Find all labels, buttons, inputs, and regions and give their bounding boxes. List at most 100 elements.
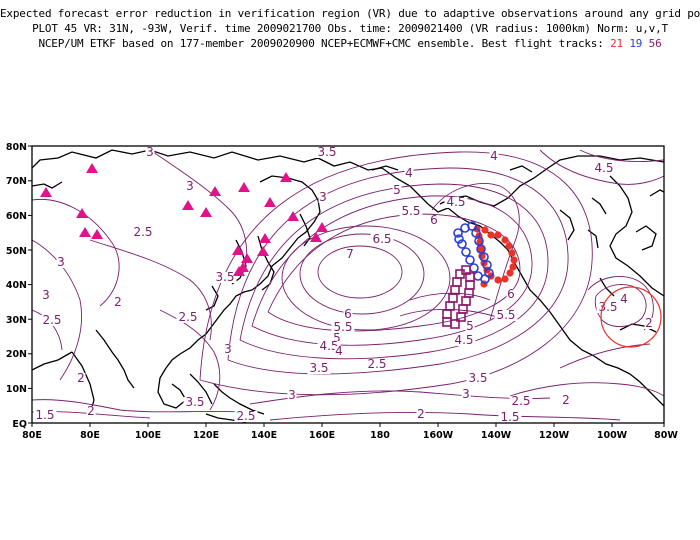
triangle-marker	[86, 163, 98, 173]
triangle-marker	[264, 197, 276, 207]
contour-label-bg	[561, 395, 571, 406]
contour-label-bg	[644, 318, 654, 329]
contour-label: 3	[57, 255, 65, 269]
triangle-marker	[316, 222, 328, 232]
contour-label-bg	[461, 389, 471, 400]
contour-label: 4.5	[319, 339, 338, 353]
contour-label-bg	[317, 341, 341, 352]
contour-label: 2	[562, 393, 570, 407]
contour-label-bg	[287, 390, 297, 401]
track-56-label: 56	[648, 37, 662, 50]
x-tick-label: 80W	[654, 430, 678, 441]
triangle-marker	[287, 211, 299, 221]
contour-label: 3	[319, 190, 327, 204]
x-tick-label: 100E	[135, 430, 161, 441]
contour-label-bg	[509, 396, 533, 407]
triangle-marker	[310, 232, 322, 242]
triangle-marker	[40, 187, 52, 197]
contour-label-bg	[506, 289, 516, 300]
contour-label-bg	[113, 297, 123, 308]
contour-label: 5	[466, 319, 474, 333]
contour-label: 3	[42, 288, 50, 302]
contour-label-bg	[429, 215, 439, 226]
triangle-marker	[91, 229, 103, 239]
x-tick-label: 140W	[481, 430, 512, 441]
contour-label-bg	[76, 373, 86, 384]
contour-label-bg	[185, 181, 195, 192]
contour-label-bg	[498, 412, 522, 423]
contour-label-bg	[392, 185, 402, 196]
tick-marks	[28, 145, 665, 427]
contour-label: 2.5	[511, 394, 530, 408]
contour-label: 5.5	[401, 204, 420, 218]
map-title-line-2: PLOT 45 VR: 31N, -93W, Verif. time 20090…	[32, 22, 668, 35]
contour-label: 7	[346, 247, 354, 261]
contour-label: 2	[77, 371, 85, 385]
y-axis-labels: EQ 10N 20N 30N 40N 50N 60N 70N 80N	[6, 142, 27, 430]
contour-label: 2.5	[178, 310, 197, 324]
contour-label-bg	[343, 309, 353, 320]
contour-label: 4	[620, 292, 628, 306]
contour-label-bg	[332, 333, 342, 344]
contour-label-bg	[183, 397, 207, 408]
contour-label-bg	[345, 249, 355, 260]
flight-track-19	[453, 221, 494, 284]
contour-label-bg	[416, 409, 426, 420]
contour-label-bg	[596, 302, 620, 313]
contour-label-bg	[56, 257, 66, 268]
triangle-marker	[238, 182, 250, 192]
contour-label-bg	[331, 322, 355, 333]
x-tick-label: 120W	[539, 430, 570, 441]
x-tick-label: 100W	[597, 430, 628, 441]
contour-label-bg	[315, 147, 339, 158]
contour-label-bg	[489, 151, 499, 162]
flight-track-56	[442, 265, 475, 329]
triangle-marker	[182, 200, 194, 210]
contour-label: 3.5	[598, 300, 617, 314]
map-title-line-3: NCEP/UM ETKF based on 177-member 2009020…	[0, 36, 700, 51]
y-tick-label: 50N	[6, 246, 27, 257]
contour-label: 4.5	[454, 333, 473, 347]
contour-label: 6	[430, 213, 438, 227]
contour-label: 6	[507, 287, 515, 301]
contour-label: 2	[114, 295, 122, 309]
contour-label: 3	[146, 145, 154, 159]
y-tick-label: 10N	[6, 384, 27, 395]
contour-label: 2.5	[133, 225, 152, 239]
contour-label: 3	[224, 342, 232, 356]
y-tick-label: 30N	[6, 315, 27, 326]
x-tick-label: 180	[370, 430, 390, 441]
contour-label-bg	[592, 163, 616, 174]
contour-label-bg	[452, 335, 476, 346]
contour-label-bg	[40, 315, 64, 326]
x-axis-labels: 80E 80E 100E 120E 140E 160E 180 160W 140…	[22, 430, 678, 441]
triangle-marker	[241, 253, 253, 263]
y-tick-label: 40N	[6, 280, 27, 291]
contour-label: 4	[405, 166, 413, 180]
contour-label-bg	[466, 373, 490, 384]
triangle-marker	[76, 208, 88, 218]
triangle-marker	[200, 207, 212, 217]
contour-label-bg	[223, 344, 233, 355]
contour-label-bg	[334, 346, 344, 357]
contour-label-bg	[33, 410, 57, 421]
contour-label: 3.5	[185, 395, 204, 409]
coastlines	[32, 149, 664, 423]
contour-label: 3	[462, 387, 470, 401]
contour-label: 4.5	[594, 161, 613, 175]
contour-lines	[32, 149, 664, 421]
x-tick-label: 160E	[309, 430, 335, 441]
contour-label: 4.5	[446, 195, 465, 209]
contour-label: 5.5	[496, 308, 515, 322]
title-line-3-text: NCEP/UM ETKF based on 177-member 2009020…	[38, 37, 604, 50]
observation-triangles	[40, 163, 328, 276]
contour-label-bg	[318, 192, 328, 203]
y-tick-label: 20N	[6, 349, 27, 360]
contour-label: 2	[645, 316, 653, 330]
contour-label: 2.5	[236, 409, 255, 423]
contour-label-bg	[145, 147, 155, 158]
contour-label: 4	[335, 344, 343, 358]
contour-label: 1.5	[35, 408, 54, 422]
